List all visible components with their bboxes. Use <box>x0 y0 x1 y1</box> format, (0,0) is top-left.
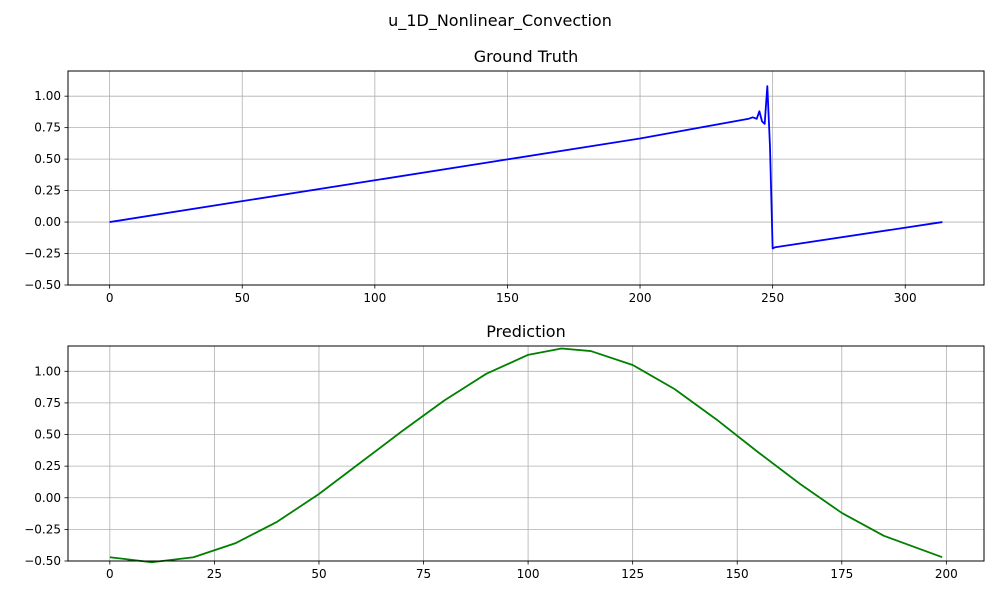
ground-truth-x-tick-label: 200 <box>629 291 652 305</box>
prediction-y-tick-label: 0.75 <box>34 396 61 410</box>
ground-truth-series-line <box>109 85 943 250</box>
ground-truth-y-tick-label: 0.00 <box>34 215 61 229</box>
prediction-x-tick-label: 200 <box>935 567 958 581</box>
ground-truth-y-tick-label: −0.50 <box>24 278 61 292</box>
prediction-x-tick-label: 0 <box>106 567 114 581</box>
ground-truth-x-tick-label: 250 <box>761 291 784 305</box>
ground-truth-x-tick-label: 300 <box>894 291 917 305</box>
ground-truth-y-tick-label: 0.25 <box>34 184 61 198</box>
ground-truth-y-tick-label: 1.00 <box>34 89 61 103</box>
prediction-y-tick-label: 1.00 <box>34 364 61 378</box>
ground-truth-title: Ground Truth <box>474 47 579 66</box>
figure-suptitle: u_1D_Nonlinear_Convection <box>388 11 612 31</box>
ground-truth-y-tick-label: 0.50 <box>34 152 61 166</box>
prediction-x-tick-label: 150 <box>726 567 749 581</box>
prediction-y-tick-label: −0.50 <box>24 554 61 568</box>
ground-truth-y-tick-label: 0.75 <box>34 121 61 135</box>
ground-truth-panel: Ground Truth 0 50 100 150 200 250 300 −0.50 −0.25… <box>24 47 985 305</box>
prediction-y-tick-label: 0.00 <box>34 491 61 505</box>
prediction-y-tick-label: 0.25 <box>34 459 61 473</box>
prediction-y-tick-label: 0.50 <box>34 428 61 442</box>
prediction-series-line <box>109 347 943 564</box>
prediction-x-tick-label: 50 <box>311 567 326 581</box>
ground-truth-x-tick-label: 50 <box>235 291 250 305</box>
ground-truth-x-tick-label: 150 <box>496 291 519 305</box>
ground-truth-axes-frame <box>67 70 985 286</box>
prediction-x-tick-label: 175 <box>830 567 853 581</box>
prediction-title: Prediction <box>486 322 565 341</box>
prediction-y-tick-label: −0.25 <box>24 522 61 536</box>
ground-truth-x-tick-label: 100 <box>363 291 386 305</box>
prediction-x-tick-label: 75 <box>416 567 431 581</box>
prediction-x-tick-label: 125 <box>621 567 644 581</box>
ground-truth-x-tick-label: 0 <box>106 291 114 305</box>
prediction-x-tick-label: 25 <box>207 567 222 581</box>
prediction-panel: Prediction 0 25 50 75 100 125 150 175 200 −0.50 −0.… <box>24 322 985 581</box>
prediction-x-tick-label: 100 <box>517 567 540 581</box>
ground-truth-y-tick-label: −0.25 <box>24 247 61 261</box>
prediction-axes-frame <box>67 345 985 562</box>
